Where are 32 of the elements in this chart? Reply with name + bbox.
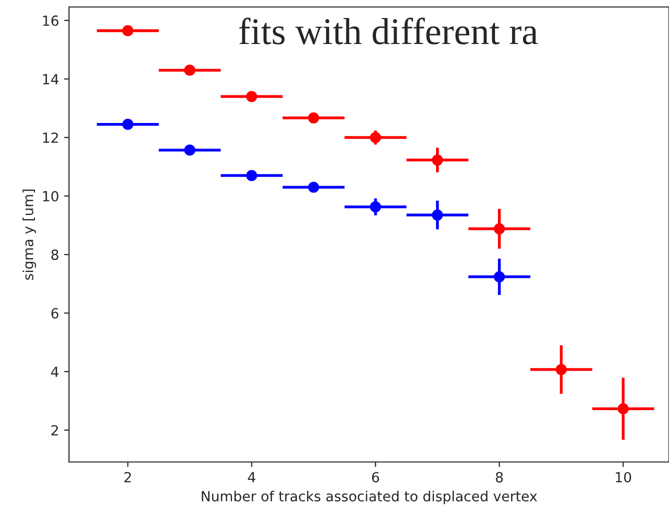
point (494, 271, 505, 282)
x-tick-label: 8 (496, 472, 503, 482)
x-tick-label: 4 (248, 472, 256, 482)
x-tick-label: 6 (372, 472, 380, 482)
point (308, 112, 320, 124)
point (122, 25, 134, 36)
point (618, 403, 629, 414)
x-tick-label: 10 (616, 472, 632, 482)
y-tick-label: 2 (51, 425, 58, 436)
point (494, 223, 505, 234)
y-tick-label: 16 (43, 15, 58, 26)
point (122, 118, 134, 130)
y-tick-label: 6 (51, 308, 58, 319)
y-tick-label: 4 (51, 366, 58, 377)
x-axis-title: Number of tracks associated to displaced vertex (202, 490, 538, 504)
point (184, 144, 196, 156)
point (556, 364, 567, 376)
annotation: fits with different ra (239, 18, 538, 44)
point (246, 90, 258, 102)
point (370, 132, 382, 144)
point (432, 154, 443, 166)
point (184, 64, 196, 76)
point (246, 170, 258, 182)
x-tick-label: 2 (124, 472, 131, 482)
y-tick-label: 12 (43, 132, 58, 143)
y-tick-label: 8 (51, 250, 58, 260)
point (308, 182, 320, 193)
point (432, 209, 443, 221)
y-tick-label: 14 (43, 74, 58, 84)
point (370, 201, 382, 212)
y-axis-title: sigma y [um] (22, 190, 36, 280)
y-tick-label: 10 (43, 190, 58, 202)
